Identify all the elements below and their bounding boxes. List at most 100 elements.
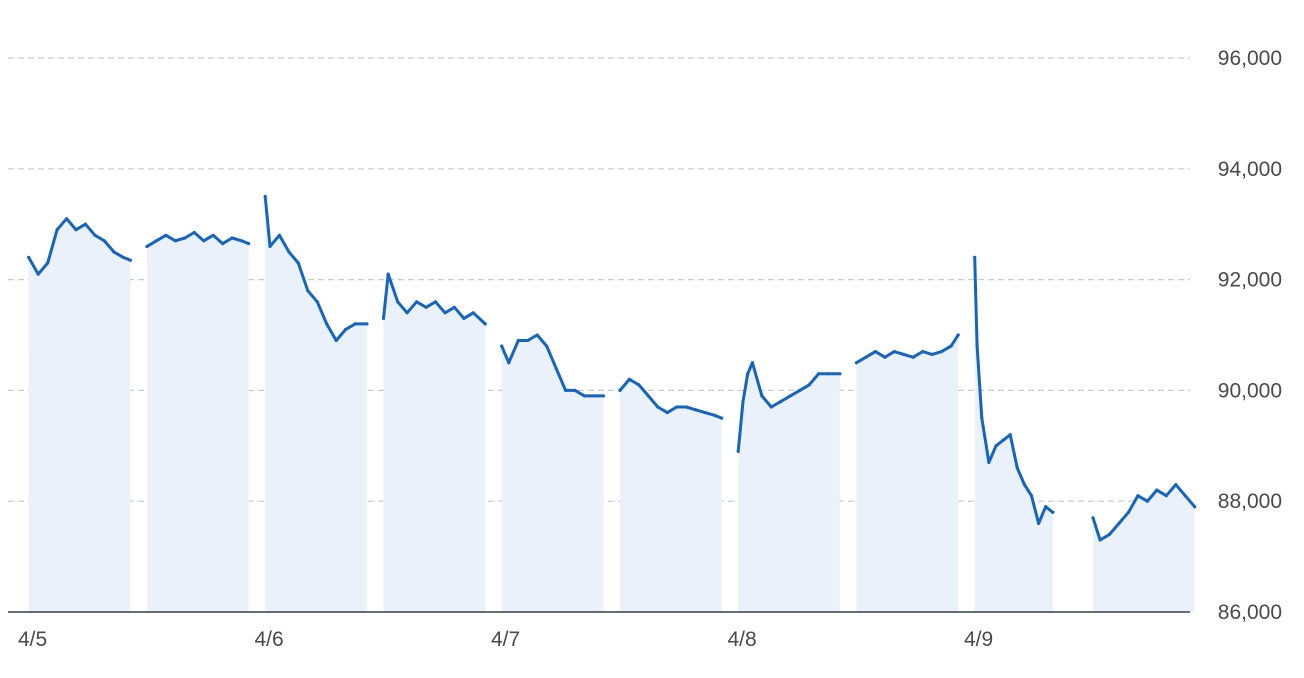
data-point: [46, 261, 50, 265]
data-point: [1098, 538, 1102, 542]
data-point: [1126, 510, 1131, 514]
session-line-3: [382, 272, 487, 326]
line-layer: [27, 194, 1197, 542]
data-point: [838, 372, 842, 376]
data-point: [798, 388, 802, 392]
data-point: [627, 377, 632, 381]
y-tick-label: 90,000: [1218, 379, 1282, 402]
data-point: [994, 444, 998, 448]
x-tick-label: 4/7: [491, 628, 520, 651]
data-point: [173, 239, 177, 243]
data-point: [83, 222, 88, 226]
data-point: [949, 344, 953, 348]
data-point: [230, 236, 234, 240]
data-point: [93, 233, 97, 237]
data-point: [240, 239, 244, 243]
data-point: [1107, 532, 1112, 537]
data-point: [386, 272, 390, 276]
data-point: [1145, 499, 1149, 503]
data-point: [637, 383, 641, 387]
x-tick-label: 4/9: [964, 628, 993, 651]
y-tick-label: 86,000: [1218, 601, 1282, 624]
data-point: [573, 388, 577, 392]
session-area-8: [974, 257, 1053, 612]
data-point: [27, 255, 31, 259]
data-point: [1015, 466, 1019, 470]
data-point: [471, 311, 475, 315]
data-point: [296, 261, 300, 265]
y-tick-label: 88,000: [1218, 490, 1282, 513]
data-point: [807, 383, 811, 387]
data-point: [713, 413, 717, 417]
data-point: [507, 361, 511, 365]
data-point: [665, 411, 669, 415]
data-point: [1183, 494, 1187, 498]
data-point: [736, 449, 740, 453]
data-point: [892, 350, 896, 354]
session-area-3: [383, 274, 486, 612]
data-point: [618, 388, 622, 392]
data-point: [873, 350, 878, 354]
session-line-2: [263, 195, 369, 342]
data-point: [1029, 494, 1034, 498]
data-point: [779, 399, 783, 404]
data-point: [760, 394, 764, 398]
data-point: [545, 344, 549, 348]
data-point: [315, 300, 319, 304]
data-point: [1117, 521, 1121, 526]
data-point: [183, 236, 187, 240]
y-tick-label: 96,000: [1218, 47, 1282, 70]
data-point: [415, 300, 419, 304]
data-point: [535, 333, 539, 337]
data-point: [684, 405, 688, 409]
session-line-5: [618, 377, 724, 420]
data-point: [1136, 494, 1140, 498]
data-point: [424, 305, 428, 309]
x-tick-label: 4/6: [255, 628, 284, 651]
data-point: [211, 233, 215, 237]
data-point: [128, 258, 132, 262]
session-area-4: [501, 335, 604, 612]
data-point: [405, 311, 409, 315]
data-point: [247, 242, 251, 246]
session-line-1: [145, 231, 251, 248]
area-layer: [28, 196, 1195, 612]
session-area-6: [738, 362, 840, 612]
data-point: [74, 228, 78, 232]
data-point: [365, 322, 369, 326]
data-point: [277, 233, 281, 237]
data-point: [1022, 483, 1026, 487]
data-point: [826, 372, 830, 376]
data-point: [462, 316, 466, 320]
data-point: [911, 355, 915, 359]
data-point: [864, 355, 868, 359]
data-point: [769, 405, 773, 409]
data-point: [720, 416, 724, 420]
data-point: [353, 322, 357, 326]
data-point: [263, 194, 267, 199]
data-point: [554, 366, 558, 370]
data-point: [1193, 505, 1197, 509]
data-point: [956, 333, 960, 337]
data-point: [287, 250, 291, 254]
data-point: [452, 305, 456, 309]
data-point: [1037, 521, 1041, 526]
data-point: [656, 405, 660, 409]
data-point: [145, 244, 149, 248]
session-area-9: [1092, 484, 1195, 612]
data-point: [483, 322, 487, 326]
data-point: [192, 230, 196, 235]
session-area-0: [28, 218, 131, 612]
session-area-1: [146, 232, 249, 612]
session-line-9: [1091, 483, 1197, 542]
data-point: [921, 350, 925, 354]
data-point: [268, 244, 272, 248]
data-point: [930, 352, 934, 356]
y-tick-label: 92,000: [1218, 269, 1282, 292]
data-point: [1051, 510, 1055, 514]
data-point: [396, 300, 400, 304]
data-point: [306, 289, 310, 293]
data-point: [121, 255, 125, 259]
